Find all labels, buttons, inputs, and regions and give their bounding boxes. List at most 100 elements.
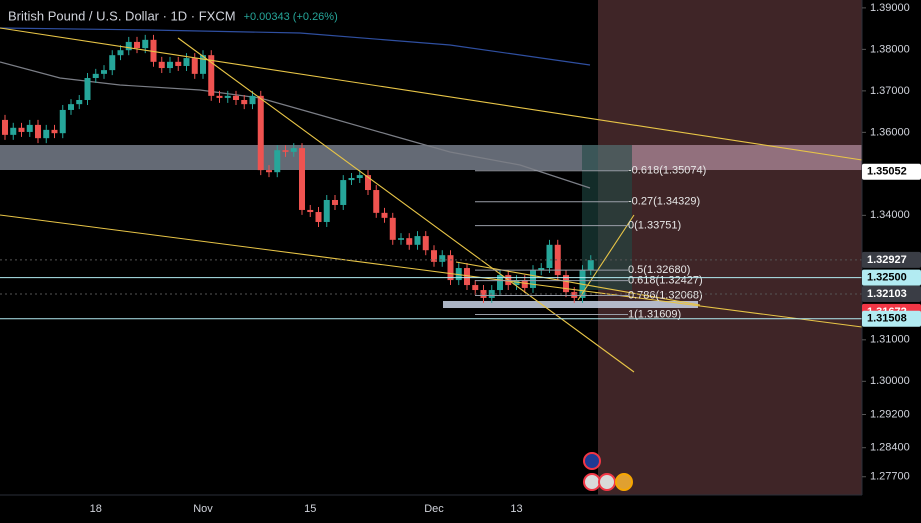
us-event-icon[interactable]	[615, 473, 633, 491]
candle-body	[26, 124, 33, 132]
x-tick-label: Nov	[193, 503, 213, 515]
candle-body	[167, 61, 173, 69]
trendline	[0, 27, 863, 161]
y-tick-label: 1.27700	[870, 471, 910, 483]
price-marker-label: 1.35052	[867, 166, 907, 178]
candle-body	[216, 95, 223, 98]
resistance-band-right	[598, 145, 862, 170]
candle-body	[51, 129, 58, 134]
candle-body	[439, 255, 446, 262]
trendline	[0, 214, 863, 328]
candle-body	[43, 129, 50, 139]
candle-body	[307, 209, 314, 213]
candle-body	[142, 39, 149, 49]
uk-event-icon[interactable]	[583, 452, 601, 470]
candle-body	[101, 70, 107, 74]
candle-body	[497, 275, 503, 291]
candle-body	[92, 73, 99, 79]
candle-body	[175, 61, 182, 66]
candle-body	[68, 104, 74, 110]
candle-body	[538, 268, 545, 271]
candle-body	[59, 109, 66, 134]
candle-body	[35, 124, 41, 139]
y-tick-label: 1.37000	[870, 85, 910, 97]
candle-body	[274, 150, 281, 173]
candle-body	[414, 236, 421, 245]
candle-body	[480, 290, 487, 298]
candle-body	[323, 199, 330, 222]
chart-title: British Pound / U.S. Dollar · 1D · FXCM	[8, 8, 236, 23]
price-marker	[862, 251, 921, 268]
y-tick-label: 1.36000	[870, 126, 910, 138]
trendline	[455, 261, 701, 306]
candle-body	[183, 58, 190, 66]
moving-average-long	[0, 27, 591, 66]
price-marker-label: 1.32103	[867, 288, 907, 300]
price-marker-label: 1.31508	[867, 313, 907, 325]
support-box	[443, 301, 698, 308]
candle-body	[464, 268, 470, 286]
candle-body	[546, 244, 553, 269]
price-marker	[862, 163, 921, 180]
price-marker	[862, 286, 921, 303]
candle-body	[315, 212, 322, 222]
candle-body	[447, 255, 454, 281]
candle-body	[10, 127, 17, 135]
price-change: +0.00343 (+0.26%)	[244, 11, 338, 23]
fib-label: -0.27(1.34329)	[628, 196, 700, 208]
candle-body	[431, 250, 437, 262]
candle-body	[530, 270, 536, 288]
candle-body	[299, 148, 305, 210]
candle-body	[200, 55, 206, 74]
y-tick-label: 1.29200	[870, 408, 910, 420]
candle-body	[290, 148, 297, 152]
candle-body	[340, 180, 347, 205]
candle-body	[521, 280, 528, 288]
candle-body	[472, 285, 479, 291]
x-tick-label: 15	[304, 503, 316, 515]
candle-body	[266, 170, 272, 173]
candle-body	[125, 41, 132, 51]
candle-body	[224, 95, 231, 98]
candle-body	[249, 95, 256, 105]
candle-body	[117, 50, 124, 56]
y-tick-label: 1.38000	[870, 43, 910, 55]
candle-body	[76, 99, 83, 105]
y-tick-label: 1.34000	[870, 209, 910, 221]
x-tick-label: 18	[90, 503, 102, 515]
candle-body	[109, 55, 116, 71]
candle-body	[373, 190, 380, 213]
fib-label: 1(1.31609)	[628, 308, 681, 320]
candle-body	[389, 217, 396, 240]
price-marker	[862, 269, 921, 286]
price-lines	[0, 259, 862, 320]
fib-anchor-line	[577, 214, 635, 301]
candle-body	[406, 238, 413, 245]
candle-body	[241, 99, 248, 105]
candle-body	[554, 244, 561, 276]
event-icons	[583, 452, 633, 491]
y-tick-label: 1.28400	[870, 442, 910, 454]
x-tick-label: Dec	[424, 503, 444, 515]
candle-body	[282, 150, 289, 152]
candle-body	[158, 61, 165, 69]
candle-body	[332, 199, 338, 205]
y-tick-label: 1.39000	[870, 2, 910, 14]
fib-label: 0.618(1.32427)	[628, 275, 703, 287]
candle-body	[84, 78, 91, 100]
y-tick-label: 1.31000	[870, 334, 910, 346]
axis-labels: 18 Nov 15 Dec 13 1.39000 1.38000 1.37000 1.36000…	[90, 2, 921, 515]
candle-body	[150, 39, 157, 62]
candle-body	[257, 95, 264, 171]
us-event-icon[interactable]	[598, 473, 616, 491]
fib-label: 0.786(1.32068)	[628, 289, 703, 301]
candle-body	[134, 41, 140, 49]
candle-body	[365, 175, 371, 191]
candle-body	[191, 58, 198, 74]
us-event-icon[interactable]	[583, 473, 601, 491]
candle-body	[348, 178, 355, 181]
candle-body	[422, 236, 429, 251]
candle-body	[398, 238, 404, 240]
